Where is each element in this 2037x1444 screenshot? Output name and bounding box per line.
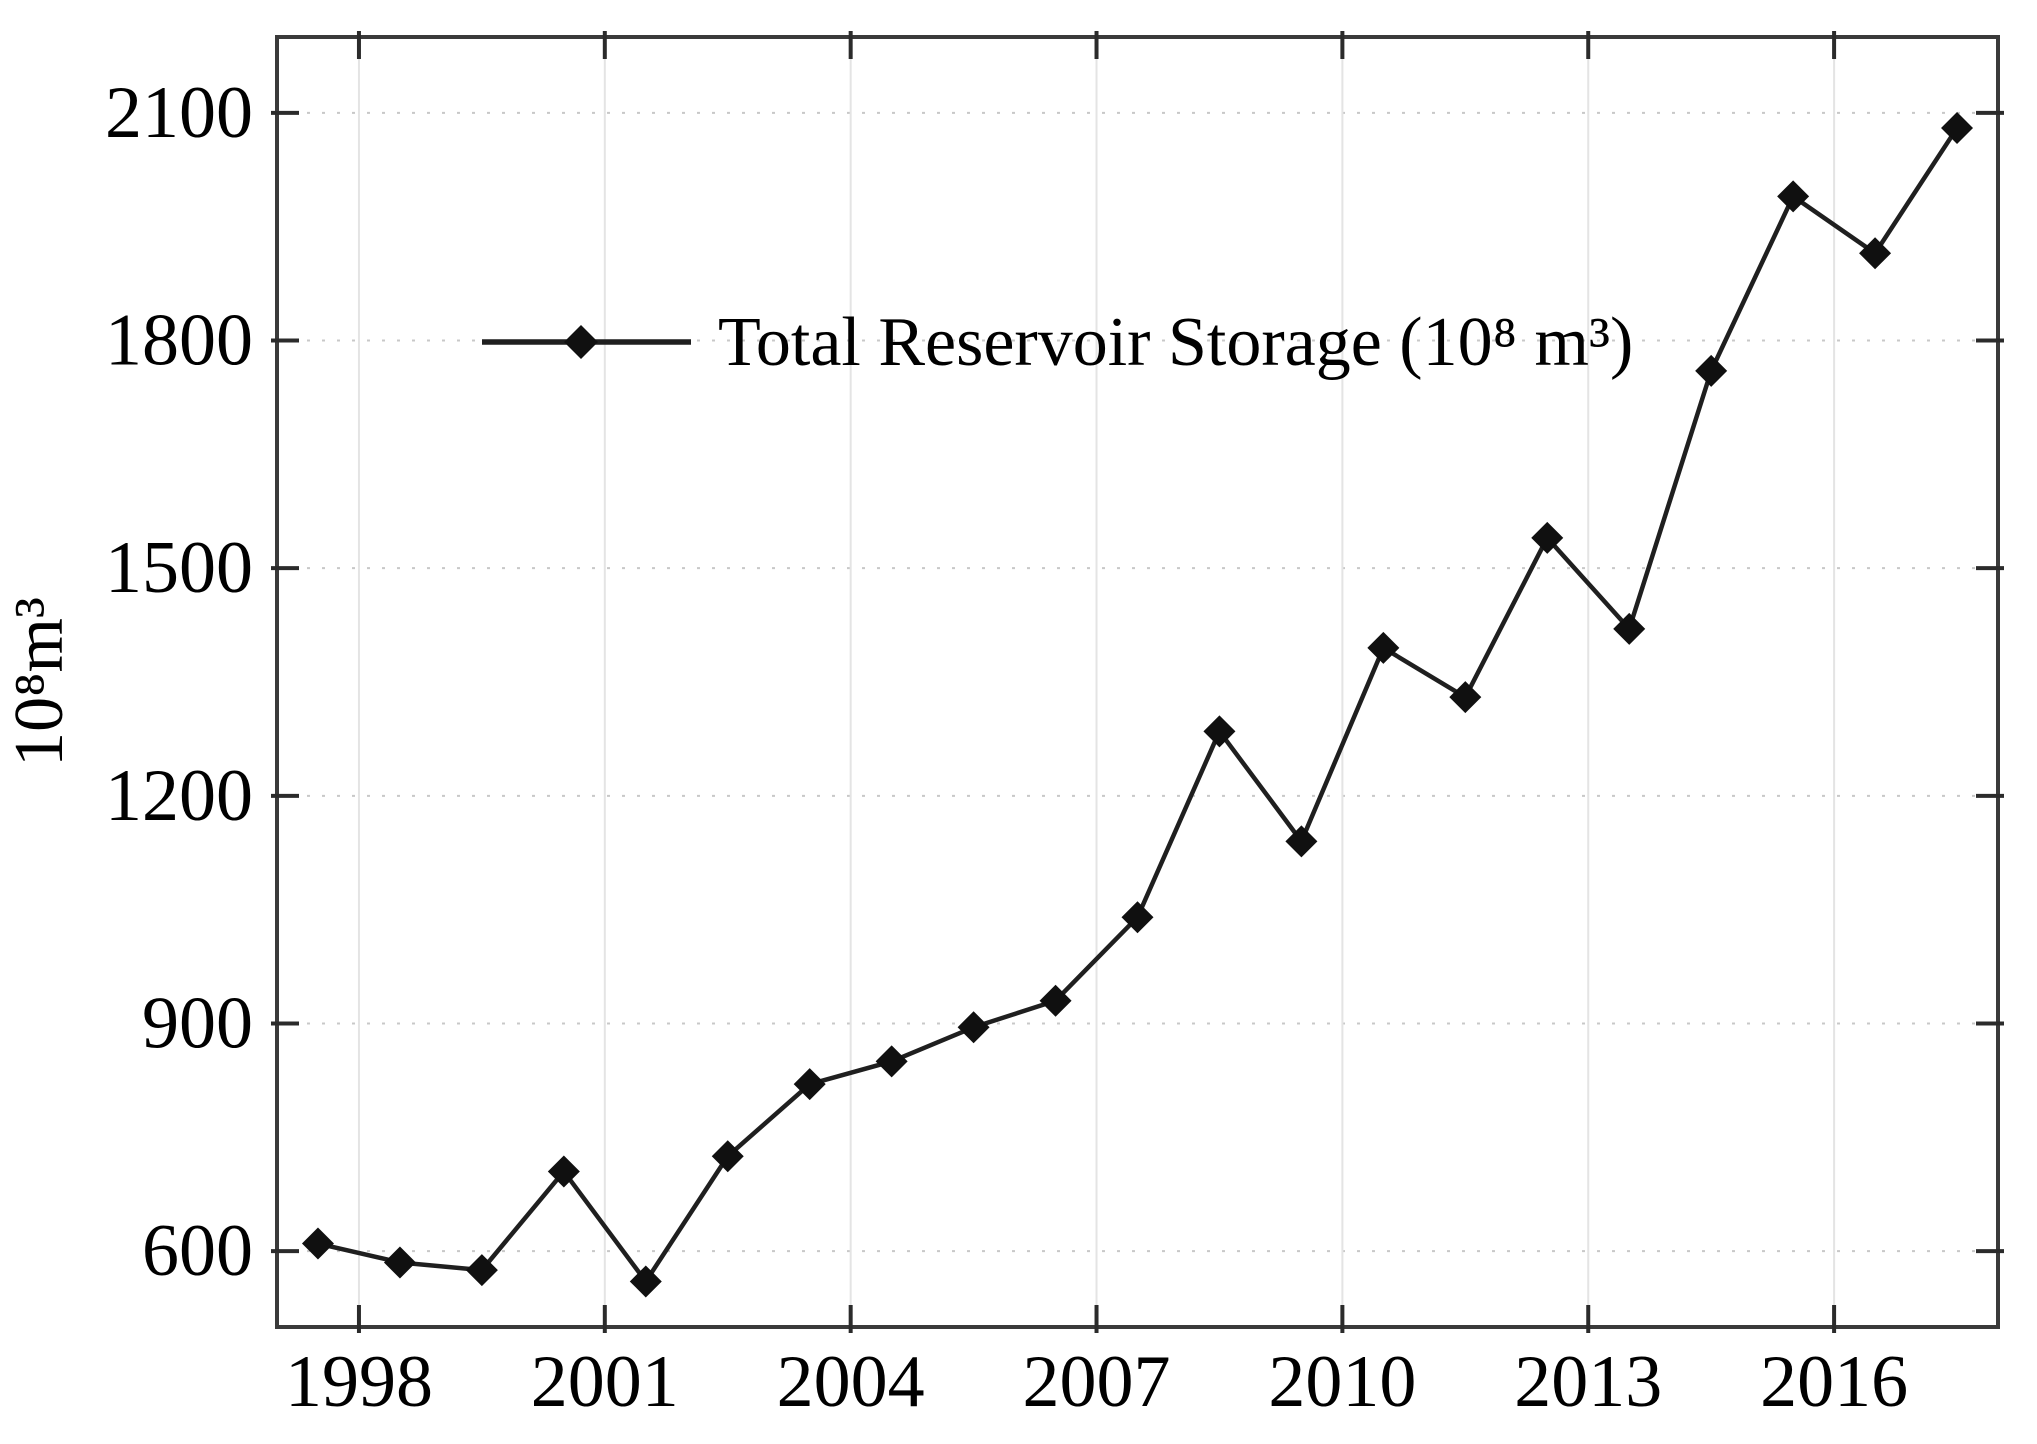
- gridlines: [277, 37, 1998, 1327]
- data-series: [301, 112, 1974, 1298]
- x-tick-label: 2010: [1268, 1341, 1416, 1423]
- data-point-marker: [1695, 354, 1728, 387]
- data-point-marker: [875, 1045, 908, 1078]
- data-point-marker: [1941, 112, 1974, 145]
- data-point-marker: [547, 1155, 580, 1188]
- y-tick-label: 2100: [105, 72, 253, 154]
- y-tick-label: 900: [142, 982, 253, 1064]
- y-tick-label: 1200: [105, 755, 253, 837]
- x-tick-label: 2016: [1760, 1341, 1908, 1423]
- y-axis-title: 10⁸m³: [1, 597, 78, 767]
- data-point-marker: [1859, 237, 1892, 270]
- x-tick-label: 2001: [531, 1341, 679, 1423]
- y-tick-label: 1500: [105, 527, 253, 609]
- data-point-marker: [1121, 901, 1154, 934]
- data-point-marker: [1285, 825, 1318, 858]
- data-point-marker: [629, 1265, 662, 1298]
- data-point-marker: [957, 1011, 990, 1044]
- data-point-marker: [1367, 631, 1400, 664]
- data-point-marker: [383, 1246, 416, 1279]
- data-point-marker: [301, 1227, 334, 1260]
- x-tick-label: 2004: [777, 1341, 925, 1423]
- y-tick-label: 1800: [105, 300, 253, 382]
- series-line: [317, 126, 1959, 1284]
- data-point-marker: [465, 1254, 498, 1287]
- data-point-marker: [1777, 180, 1810, 213]
- plot-border: [275, 35, 2000, 1329]
- data-point-marker: [1613, 612, 1646, 645]
- tick-labels: 1998 2001 2004 2007 2010 2013 2016 600 900 1200 15…: [105, 72, 1908, 1423]
- legend-diamond-marker-icon: [564, 325, 598, 359]
- axes-box-and-ticks: [271, 31, 2004, 1333]
- legend: Total Reservoir Storage (10⁸ m³): [482, 304, 1633, 381]
- x-tick-label: 1998: [285, 1341, 433, 1423]
- data-point-marker: [1203, 715, 1236, 748]
- x-tick-label: 2013: [1514, 1341, 1662, 1423]
- y-tick-label: 600: [142, 1210, 253, 1292]
- data-point-marker: [1531, 521, 1564, 554]
- x-tick-label: 2007: [1023, 1341, 1171, 1423]
- data-point-marker: [711, 1140, 744, 1173]
- data-point-marker: [1449, 681, 1482, 714]
- data-point-marker: [1039, 984, 1072, 1017]
- legend-label: Total Reservoir Storage (10⁸ m³): [718, 304, 1633, 381]
- data-point-marker: [793, 1068, 826, 1101]
